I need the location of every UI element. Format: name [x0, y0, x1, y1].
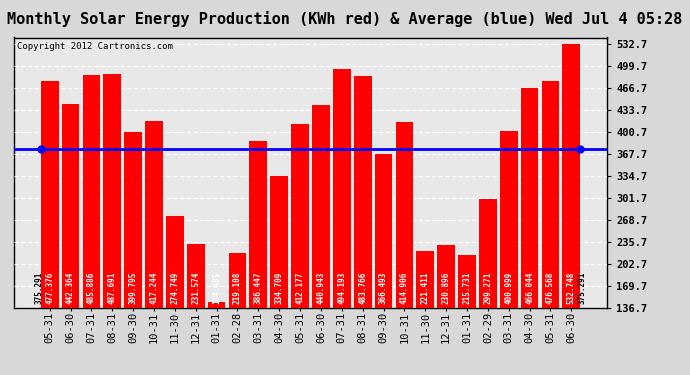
Bar — [104, 74, 121, 308]
Text: 440.943: 440.943 — [317, 272, 326, 304]
Text: 483.766: 483.766 — [358, 272, 367, 304]
Text: 442.364: 442.364 — [66, 272, 75, 304]
Bar — [521, 88, 538, 308]
Bar — [41, 81, 59, 308]
Text: 400.999: 400.999 — [504, 272, 513, 304]
Text: 412.177: 412.177 — [295, 272, 304, 304]
Bar — [250, 141, 267, 308]
Bar — [187, 244, 205, 308]
Bar — [291, 124, 309, 308]
Bar — [228, 253, 246, 308]
Text: 476.568: 476.568 — [546, 272, 555, 304]
Text: 219.108: 219.108 — [233, 272, 242, 304]
Bar — [354, 76, 371, 308]
Bar — [61, 104, 79, 308]
Text: 334.709: 334.709 — [275, 272, 284, 304]
Text: 485.886: 485.886 — [87, 272, 96, 304]
Text: 299.271: 299.271 — [484, 272, 493, 304]
Text: 466.044: 466.044 — [525, 272, 534, 304]
Bar — [208, 302, 226, 307]
Text: 215.731: 215.731 — [462, 272, 471, 304]
Bar — [500, 131, 518, 308]
Text: Copyright 2012 Cartronics.com: Copyright 2012 Cartronics.com — [17, 42, 172, 51]
Bar — [145, 121, 163, 308]
Bar — [166, 216, 184, 308]
Text: 375.291: 375.291 — [34, 272, 43, 304]
Text: 375.291: 375.291 — [578, 272, 586, 304]
Bar — [83, 75, 100, 307]
Bar — [395, 122, 413, 308]
Text: 230.896: 230.896 — [442, 272, 451, 304]
Text: 144.485: 144.485 — [212, 272, 221, 304]
Bar — [333, 69, 351, 308]
Text: 477.376: 477.376 — [45, 272, 54, 304]
Text: Monthly Solar Energy Production (KWh red) & Average (blue) Wed Jul 4 05:28: Monthly Solar Energy Production (KWh red… — [8, 11, 682, 27]
Text: 487.691: 487.691 — [108, 272, 117, 304]
Bar — [562, 44, 580, 308]
Text: 494.193: 494.193 — [337, 272, 346, 304]
Text: 231.574: 231.574 — [191, 272, 200, 304]
Text: 386.447: 386.447 — [254, 272, 263, 304]
Text: 274.749: 274.749 — [170, 272, 179, 304]
Bar — [312, 105, 330, 308]
Text: 414.906: 414.906 — [400, 272, 409, 304]
Bar — [542, 81, 560, 308]
Bar — [375, 154, 393, 308]
Text: 532.748: 532.748 — [567, 272, 576, 304]
Bar — [437, 245, 455, 308]
Text: 221.411: 221.411 — [421, 272, 430, 304]
Text: 366.493: 366.493 — [379, 272, 388, 304]
Bar — [479, 199, 497, 308]
Bar — [416, 251, 434, 308]
Text: 417.244: 417.244 — [150, 272, 159, 304]
Bar — [458, 255, 476, 308]
Bar — [124, 132, 142, 308]
Text: 399.795: 399.795 — [128, 272, 137, 304]
Bar — [270, 176, 288, 308]
